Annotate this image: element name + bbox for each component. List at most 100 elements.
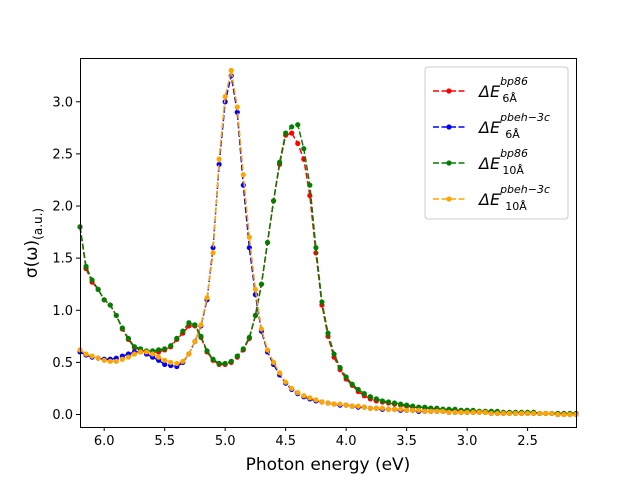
data-point: [283, 130, 289, 136]
data-point: [343, 374, 349, 380]
y-tick-label: 3.0: [52, 95, 73, 110]
y-tick-label: 1.0: [52, 304, 73, 319]
data-point: [567, 411, 573, 418]
data-point: [168, 359, 174, 365]
data-point: [361, 404, 367, 410]
data-point: [331, 351, 337, 357]
data-point: [125, 354, 131, 360]
data-point: [446, 409, 452, 416]
data-point: [156, 347, 162, 353]
data-point: [119, 325, 125, 331]
data-point: [307, 192, 313, 199]
data-point: [222, 360, 228, 367]
data-point: [216, 360, 222, 367]
data-point: [95, 286, 101, 293]
data-point: [355, 403, 361, 409]
data-point: [506, 410, 513, 417]
data-point: [149, 351, 156, 357]
data-point: [216, 156, 222, 162]
data-point: [325, 400, 331, 406]
data-point: [301, 393, 307, 399]
data-point: [512, 410, 519, 417]
x-tick-label: 6.0: [94, 434, 115, 449]
data-point: [561, 411, 567, 418]
data-point: [204, 295, 210, 301]
data-point: [482, 409, 488, 416]
data-point: [240, 346, 246, 352]
data-point: [83, 351, 89, 357]
data-point: [289, 130, 295, 136]
data-point: [216, 161, 222, 167]
data-point: [397, 401, 404, 407]
data-point: [246, 234, 252, 240]
data-point: [422, 408, 428, 414]
legend-item-2: ΔEbp86 10Å: [433, 147, 528, 177]
data-point: [319, 299, 325, 305]
data-point: [361, 391, 367, 397]
data-point: [131, 351, 138, 357]
plot-frame: [80, 58, 577, 428]
data-point: [337, 401, 343, 407]
data-point: [270, 359, 277, 365]
data-point: [325, 330, 331, 336]
data-point: [198, 322, 204, 328]
data-point: [494, 410, 500, 417]
legend-label: ΔEbp86 10Å: [477, 147, 528, 177]
legend-label: ΔEbp86 6Å: [477, 75, 528, 105]
data-point: [113, 312, 119, 319]
legend-item-3: ΔEpbeh−3c 10Å: [433, 183, 550, 213]
data-point: [198, 333, 204, 339]
data-point: [404, 407, 410, 413]
data-point: [264, 347, 271, 353]
x-tick-label: 3.0: [457, 434, 478, 449]
data-point: [210, 245, 216, 251]
data-point: [391, 406, 398, 412]
data-point: [500, 410, 507, 417]
data-point: [307, 395, 313, 401]
data-point: [113, 358, 119, 364]
data-point: [174, 360, 180, 367]
data-point: [349, 403, 355, 409]
series-3: [77, 67, 579, 418]
data-point: [319, 399, 325, 405]
y-tick-label: 1.5: [52, 252, 73, 267]
data-point: [192, 338, 198, 345]
data-point: [410, 403, 416, 409]
data-point: [373, 405, 379, 411]
data-point: [180, 358, 186, 364]
data-point: [204, 348, 210, 354]
data-point: [355, 386, 361, 393]
y-axis-ticks: 0.0 0.5 1.0 1.5 2.0 2.5 3.0: [52, 95, 80, 423]
data-point: [180, 328, 186, 334]
legend: ΔEbp86 6Å ΔEpbeh−3c 6Å ΔEbp86 10Å ΔEpbeh−3c 10Å: [424, 66, 569, 220]
legend-swatch-marker: [446, 88, 452, 94]
data-point: [452, 409, 458, 416]
data-point: [555, 411, 561, 418]
data-point: [210, 356, 216, 362]
data-point: [313, 397, 319, 403]
data-point: [107, 302, 113, 308]
legend-item-1: ΔEpbeh−3c 6Å: [433, 111, 550, 141]
data-point: [101, 357, 107, 363]
data-point: [379, 405, 386, 411]
data-point: [458, 409, 464, 416]
data-point: [440, 408, 446, 414]
data-point: [101, 297, 107, 303]
x-tick-label: 3.5: [396, 434, 417, 449]
data-point: [385, 406, 392, 412]
data-point: [277, 370, 283, 376]
data-point: [83, 263, 89, 270]
data-point: [283, 379, 289, 385]
data-point: [258, 281, 265, 287]
legend-swatch-marker: [446, 160, 452, 166]
data-point: [385, 399, 392, 405]
data-point: [476, 409, 482, 416]
x-tick-label: 5.0: [215, 434, 236, 449]
legend-label: ΔEpbeh−3c 10Å: [477, 183, 550, 213]
data-point: [174, 335, 180, 341]
data-point: [549, 410, 555, 417]
data-point: [264, 239, 271, 246]
x-tick-label: 4.0: [336, 434, 357, 449]
data-point: [270, 198, 277, 204]
data-point: [464, 409, 470, 416]
